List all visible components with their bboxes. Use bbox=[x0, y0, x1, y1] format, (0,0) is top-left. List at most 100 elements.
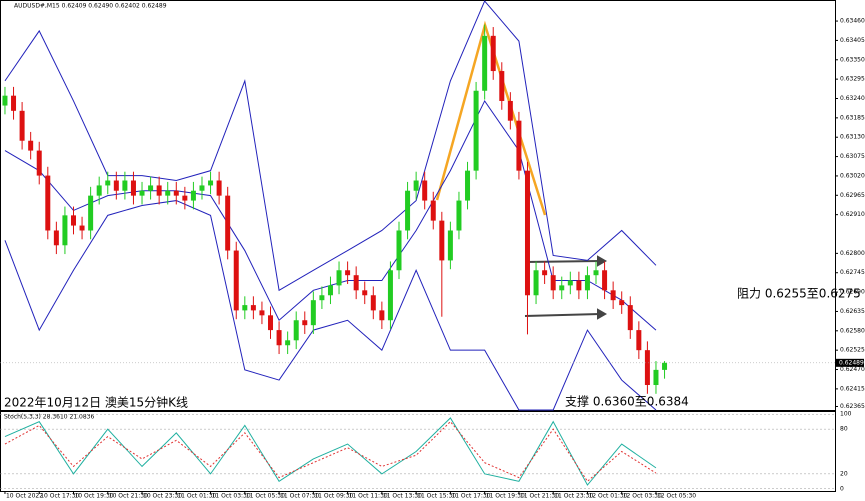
candle-body bbox=[662, 362, 668, 370]
candle-body bbox=[456, 200, 462, 231]
x-tick-label: 12 Oct 03:30 bbox=[623, 493, 662, 500]
candle-body bbox=[259, 310, 265, 316]
candle-body bbox=[422, 180, 428, 201]
annotation: 支撑 0.6360至0.6384 bbox=[565, 394, 689, 409]
y-tick-label: 0.63295 bbox=[840, 76, 865, 83]
candle-body bbox=[516, 120, 522, 171]
candle-body bbox=[96, 185, 102, 196]
x-tick-label: 11 Oct 17:30 bbox=[451, 493, 490, 500]
candle-body bbox=[190, 190, 196, 201]
candle-body bbox=[336, 270, 342, 286]
y-tick-label: 0.62800 bbox=[840, 250, 865, 257]
candle-body bbox=[430, 200, 436, 221]
candle-body bbox=[148, 185, 154, 191]
candle-body bbox=[310, 300, 316, 326]
candle-body bbox=[113, 180, 119, 191]
x-tick-label: 11 Oct 21:30 bbox=[520, 493, 559, 500]
x-tick-label: 11 Oct 11:30 bbox=[349, 493, 388, 500]
annotation: 阻力 0.6255至0.6275 bbox=[737, 287, 861, 301]
candle-body bbox=[156, 185, 162, 196]
x-tick-label: 11 Oct 19:30 bbox=[486, 493, 525, 500]
candle-body bbox=[302, 320, 308, 326]
candle-body bbox=[405, 190, 411, 231]
y-tick-label: 0.63460 bbox=[840, 18, 865, 25]
candle-body bbox=[636, 330, 642, 351]
candle-body bbox=[45, 175, 51, 231]
y-tick-label: 0.63130 bbox=[840, 134, 865, 141]
y-tick-label: 0.63240 bbox=[840, 95, 865, 102]
y-tick-label: 0.62525 bbox=[840, 347, 865, 354]
x-tick-label: 10 Oct 17:30 bbox=[40, 493, 79, 500]
y-tick-label: 0.63185 bbox=[840, 114, 865, 121]
y-tick-label: 80 bbox=[840, 426, 848, 433]
candle-body bbox=[370, 295, 376, 311]
candle-body bbox=[439, 220, 445, 261]
candle-body bbox=[88, 195, 94, 231]
candle-body bbox=[507, 100, 513, 121]
candle-body bbox=[79, 225, 85, 231]
candle-body bbox=[353, 275, 359, 291]
candle-body bbox=[413, 180, 419, 191]
y-tick-label: 0.62365 bbox=[840, 403, 865, 410]
candle-body bbox=[53, 230, 59, 246]
candle-body bbox=[447, 230, 453, 261]
y-tick-label: 0.62690 bbox=[840, 289, 865, 296]
candle-body bbox=[242, 305, 248, 311]
x-tick-label: 10 Oct 2022 bbox=[6, 493, 43, 500]
indicator-title: Stoch(5,3,3) 28.3610 21.0836 bbox=[4, 414, 95, 421]
candle-body bbox=[36, 150, 42, 176]
candle-body bbox=[182, 195, 188, 201]
candle-body bbox=[387, 270, 393, 321]
y-tick-label: 0.63020 bbox=[840, 172, 865, 179]
candle-body bbox=[499, 71, 505, 101]
candle-body bbox=[327, 285, 333, 296]
y-tick-label: 0.62415 bbox=[840, 385, 865, 392]
candle-body bbox=[250, 305, 256, 311]
x-tick-label: 11 Oct 09:30 bbox=[314, 493, 353, 500]
y-tick-label: 0.63405 bbox=[840, 37, 865, 44]
candle-body bbox=[173, 190, 179, 196]
x-tick-label: 11 Oct 05:30 bbox=[246, 493, 285, 500]
candle-body bbox=[644, 350, 650, 386]
candle-body bbox=[233, 250, 239, 311]
stoch-line bbox=[4, 417, 657, 486]
y-tick-label: 0.62910 bbox=[840, 211, 865, 218]
y-tick-label: 0.62635 bbox=[840, 308, 865, 315]
y-tick-label: 20 bbox=[840, 470, 848, 477]
main-panel bbox=[0, 0, 836, 411]
candle-body bbox=[619, 300, 625, 306]
x-tick-label: 11 Oct 03:30 bbox=[212, 493, 251, 500]
x-tick-label: 10 Oct 19:30 bbox=[74, 493, 113, 500]
candle-body bbox=[610, 290, 616, 301]
candle-body bbox=[165, 190, 171, 196]
candle-body bbox=[576, 280, 582, 291]
arrow bbox=[524, 260, 601, 263]
candle-body bbox=[268, 315, 274, 331]
candle-body bbox=[627, 305, 633, 331]
arrow-head bbox=[597, 255, 608, 267]
stoch-panel bbox=[0, 411, 836, 492]
candle-body bbox=[542, 270, 548, 276]
last-price-box bbox=[836, 358, 864, 367]
arrows bbox=[524, 255, 608, 320]
candle-body bbox=[19, 110, 25, 141]
candle-body bbox=[465, 170, 471, 201]
candle-body bbox=[285, 340, 291, 346]
candle-body bbox=[567, 280, 573, 286]
candle-body bbox=[216, 180, 222, 196]
candle-body bbox=[482, 35, 488, 91]
x-tick-label: 10 Oct 21:30 bbox=[109, 493, 148, 500]
candle-body bbox=[105, 180, 111, 186]
candle-body bbox=[28, 140, 34, 151]
x-tick-label: 12 Oct 05:30 bbox=[657, 493, 696, 500]
candle-body bbox=[559, 285, 565, 291]
x-tick-label: 11 Oct 07:30 bbox=[280, 493, 319, 500]
candle-body bbox=[62, 215, 68, 246]
candle-body bbox=[11, 95, 17, 111]
last-price-label: 0.62489 bbox=[839, 359, 864, 366]
candle-body bbox=[319, 295, 325, 301]
x-tick-label: 11 Oct 23:30 bbox=[554, 493, 593, 500]
candle-body bbox=[379, 310, 385, 321]
candle-body bbox=[593, 270, 599, 276]
